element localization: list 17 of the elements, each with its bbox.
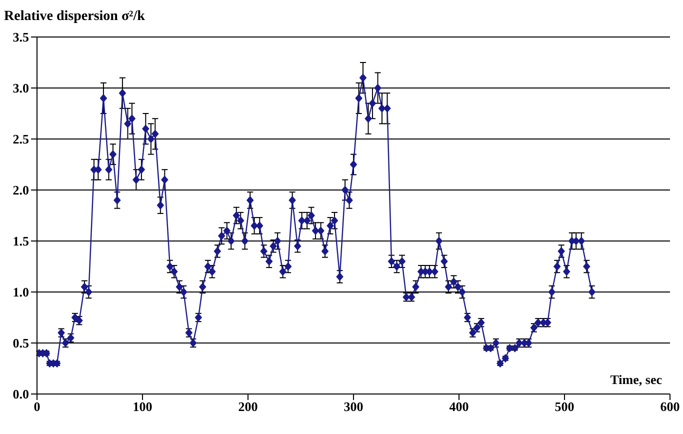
y-tick-label: 1.5 <box>12 234 30 249</box>
y-tick-label: 0.5 <box>12 336 30 351</box>
x-tick-label: 600 <box>660 399 680 414</box>
x-axis-title: Time, sec <box>610 372 662 387</box>
y-tick-label: 2.5 <box>12 132 30 147</box>
x-tick-label: 100 <box>132 399 152 414</box>
y-axis-title: Relative dispersion σ²/k <box>4 9 146 24</box>
y-tick-label: 3.0 <box>12 80 29 96</box>
y-tick-label: 3.5 <box>12 30 30 45</box>
y-tick-label: 2.0 <box>12 182 29 198</box>
y-tick-label: 0.0 <box>12 386 29 402</box>
x-tick-label: 300 <box>344 399 364 414</box>
x-tick-label: 0 <box>34 399 40 414</box>
x-tick-label: 500 <box>554 399 574 414</box>
x-tick-label: 200 <box>238 399 258 414</box>
y-tick-label: 1.0 <box>12 284 29 300</box>
x-tick-label: 400 <box>449 399 469 414</box>
